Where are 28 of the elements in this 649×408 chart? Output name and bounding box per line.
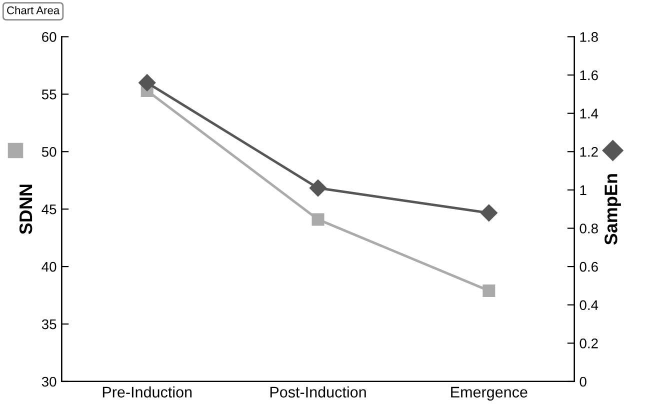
x-tick-label: Pre-Induction [102,386,192,398]
point [309,179,327,197]
y2-tick-label: 1.8 [580,32,598,42]
point [312,213,324,226]
text: Chart Area [7,6,60,14]
x-tick-label: Emergence [451,386,528,401]
y2-tick-label: 0 [580,376,586,387]
y2-tick-label: 0.6 [580,262,598,272]
point [138,74,156,92]
y-axis-title: SDNN [19,184,32,234]
y2-tick-label: 1.4 [580,108,598,118]
y-tick-label: 55 [42,90,56,100]
y2-tick-label: 1.6 [580,70,598,80]
y-tick-label: 30 [42,376,56,387]
y-tick-label: 35 [42,319,56,330]
y-tick-label: 60 [42,32,56,42]
y-tick-label: 45 [42,204,56,214]
y2-tick-label: 1.2 [580,146,598,157]
y2-tick-label: 0.2 [580,338,598,348]
point [480,204,498,222]
x-tick-label: Post-Induction [270,386,366,398]
y2-tick-label: 1 [580,185,586,195]
y-tick-label: 50 [42,146,56,157]
y2-axis-title: SampEn [604,174,621,245]
y2-tick-label: 0.4 [580,300,598,310]
y2-tick-label: 0.8 [580,224,598,234]
y-tick-label: 40 [42,262,56,272]
point [482,284,496,297]
